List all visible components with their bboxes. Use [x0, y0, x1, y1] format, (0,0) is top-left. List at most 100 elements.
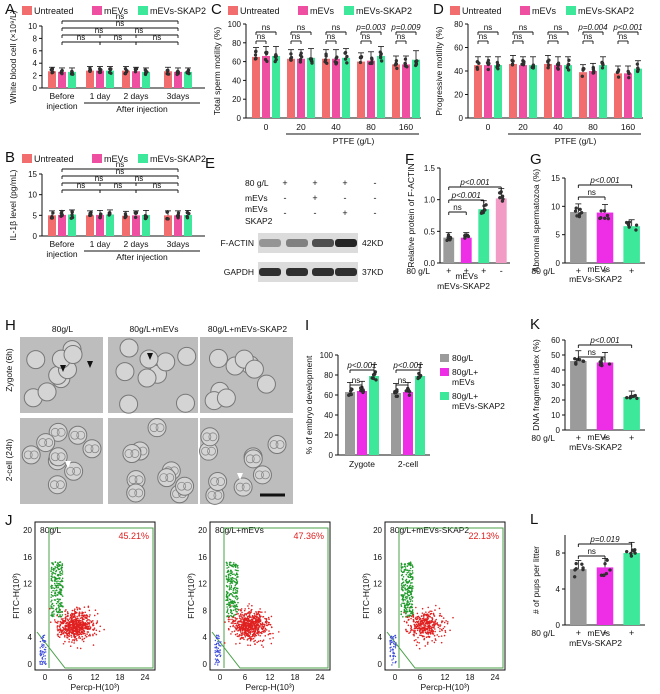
event-dot — [442, 617, 445, 619]
event-dot — [53, 587, 56, 590]
event-dot — [59, 628, 62, 630]
event-dot — [73, 613, 76, 616]
significance-label: ns — [554, 23, 562, 32]
bar — [570, 212, 587, 263]
x-tick-label: 0 — [218, 673, 223, 682]
oocyte — [157, 468, 177, 488]
x-tick-label: mEVs — [455, 271, 478, 281]
event-dot — [42, 634, 45, 637]
event-dot — [427, 614, 429, 616]
event-dot — [71, 632, 74, 635]
data-point — [51, 211, 55, 215]
sign: + — [629, 628, 634, 638]
event-dot — [53, 604, 55, 607]
bar — [369, 376, 379, 455]
event-dot — [227, 618, 230, 621]
event-dot — [252, 630, 254, 633]
event-dot — [55, 570, 57, 573]
bar — [287, 58, 295, 118]
event-dot — [234, 627, 237, 629]
event-dot — [408, 607, 411, 609]
event-dot — [61, 571, 64, 573]
event-dot — [215, 654, 217, 656]
y-tick-label: 0 — [459, 114, 464, 123]
event-dot — [400, 567, 403, 569]
event-dot — [61, 564, 64, 567]
event-dot — [422, 615, 425, 618]
event-dot — [73, 629, 76, 632]
event-dot — [227, 627, 230, 630]
bar — [307, 57, 315, 118]
data-point — [582, 67, 586, 71]
event-dot — [232, 564, 234, 566]
blastomere — [76, 430, 86, 440]
oocyte — [115, 362, 135, 382]
event-dot — [60, 604, 62, 606]
event-dot — [408, 586, 411, 589]
event-dot — [415, 639, 417, 641]
event-dot — [233, 562, 235, 564]
event-dot — [264, 630, 266, 633]
event-dot — [403, 611, 405, 614]
bar — [184, 71, 192, 88]
event-dot — [56, 611, 59, 614]
y-tick-label: 10 — [551, 411, 560, 420]
event-dot — [389, 655, 391, 658]
event-dot — [234, 620, 236, 623]
bar — [519, 65, 527, 118]
event-dot — [60, 567, 62, 570]
event-dot — [435, 604, 437, 607]
data-point — [605, 213, 610, 218]
event-dot — [57, 629, 60, 631]
event-dot — [61, 605, 63, 608]
event-dot — [238, 633, 241, 636]
data-point — [70, 69, 74, 74]
data-point — [629, 554, 634, 558]
event-dot — [71, 641, 73, 643]
event-dot — [87, 631, 90, 633]
event-dot — [78, 626, 80, 629]
event-dot — [261, 640, 264, 643]
event-dot — [441, 620, 444, 622]
y-axis-label: DNA fragment index (%) — [531, 339, 541, 431]
x-tick-label: mEVs-SKAP2 — [569, 274, 622, 284]
event-dot — [68, 624, 71, 626]
event-dot — [54, 592, 57, 595]
event-dot — [219, 651, 221, 653]
event-dot — [248, 610, 250, 613]
bar — [272, 55, 280, 118]
event-dot — [414, 625, 416, 628]
legend-entry: mEVs-SKAP2 — [578, 6, 634, 16]
event-dot — [247, 607, 250, 610]
bar — [58, 71, 66, 88]
event-dot — [424, 631, 427, 634]
event-dot — [395, 644, 397, 647]
data-point — [349, 392, 354, 397]
x-tick-label: 20 — [296, 122, 306, 132]
significance-label: p<0.001 — [612, 23, 642, 32]
event-dot — [257, 640, 260, 643]
panel-C: Untreated mEVs mEVs-SKAP2020406080100Total… — [212, 6, 421, 146]
event-dot — [430, 619, 433, 622]
data-point — [123, 71, 128, 76]
event-dot — [409, 593, 412, 596]
oocyte — [119, 394, 139, 414]
legend-swatch — [228, 6, 238, 15]
bar — [122, 215, 130, 236]
x-axis-label: Percp-H(10³) — [420, 682, 469, 692]
event-dot — [225, 591, 228, 593]
data-point — [580, 74, 585, 79]
event-dot — [59, 598, 62, 601]
event-dot — [57, 600, 60, 602]
bar — [443, 237, 455, 263]
oocyte — [233, 477, 253, 497]
event-dot — [58, 611, 60, 614]
event-dot — [411, 609, 414, 611]
event-dot — [418, 641, 420, 644]
data-point — [254, 49, 258, 53]
significance-label: p=0.009 — [390, 23, 421, 32]
panel-label-G: G — [530, 151, 542, 168]
bar — [132, 71, 140, 88]
event-dot — [89, 626, 92, 628]
oocyte — [119, 338, 139, 358]
